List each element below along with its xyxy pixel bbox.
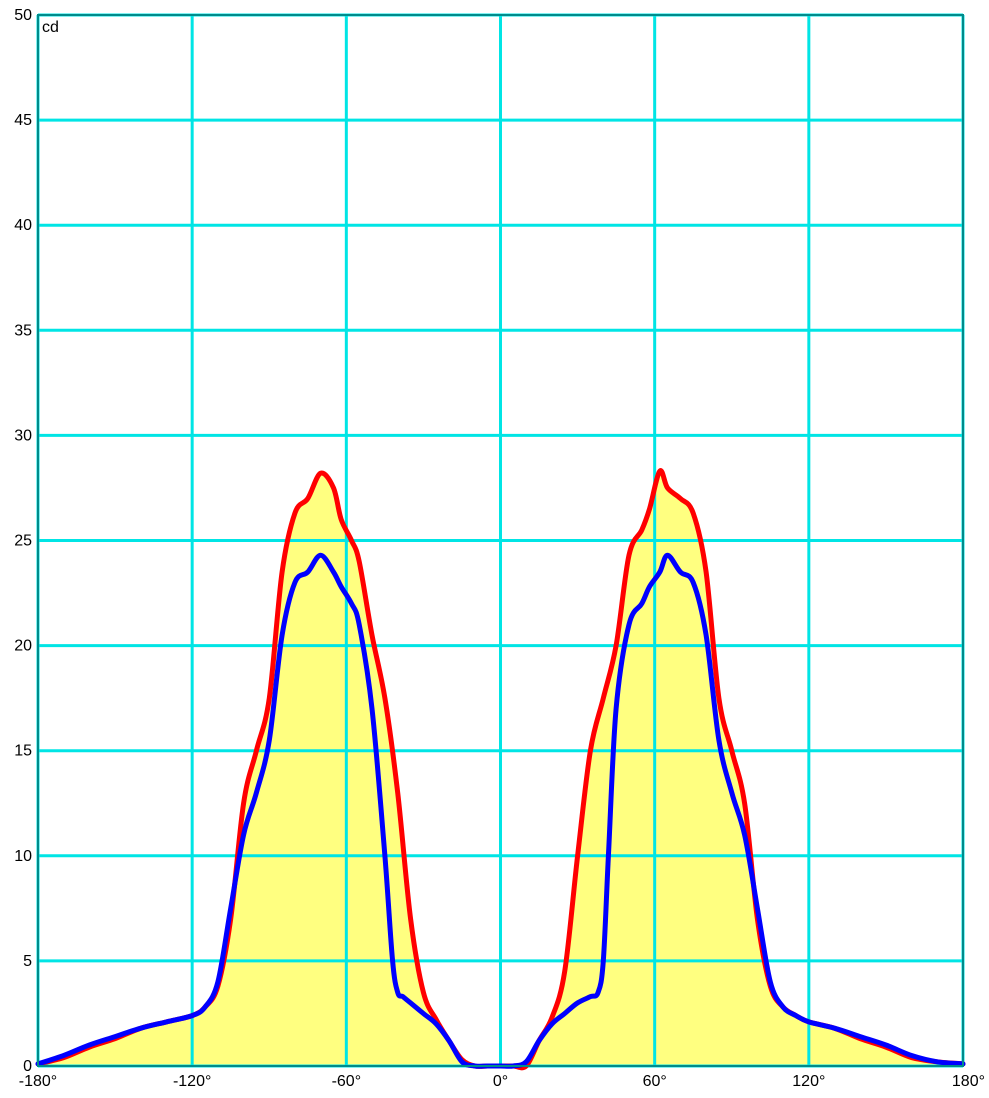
grid-layer: [36, 13, 965, 1068]
y-tick-label: 30: [14, 427, 32, 444]
fill-layer: [38, 470, 963, 1068]
x-tick-label: 0°: [493, 1073, 508, 1090]
x-tick-label: -180°: [19, 1073, 57, 1090]
y-tick-label: 35: [14, 322, 32, 339]
y-tick-label: 5: [23, 953, 32, 970]
y-tick-label: 10: [14, 848, 32, 865]
plot-frame: [37, 14, 964, 1067]
frame-layer: [37, 14, 964, 1067]
y-tick-label: 50: [14, 7, 32, 24]
x-tick-label: 60°: [643, 1073, 667, 1090]
y-tick-label: 15: [14, 743, 32, 760]
y-tick-label: 0: [23, 1058, 32, 1075]
x-tick-label: 180°: [952, 1073, 985, 1090]
series-1-fill-area: [38, 470, 963, 1068]
y-axis-unit-label: cd: [42, 19, 59, 36]
x-tick-label: -60°: [332, 1073, 362, 1090]
y-tick-label: 25: [14, 533, 32, 550]
y-tick-label: 40: [14, 217, 32, 234]
tick-layer: 0 5 10 15 20 25 30 35 40 45 50 -180° -120° -60° 0° 60° 1…: [14, 7, 985, 1090]
y-tick-label: 20: [14, 638, 32, 655]
x-tick-label: 120°: [792, 1073, 825, 1090]
y-tick-label: 45: [14, 112, 32, 129]
x-tick-label: -120°: [173, 1073, 211, 1090]
